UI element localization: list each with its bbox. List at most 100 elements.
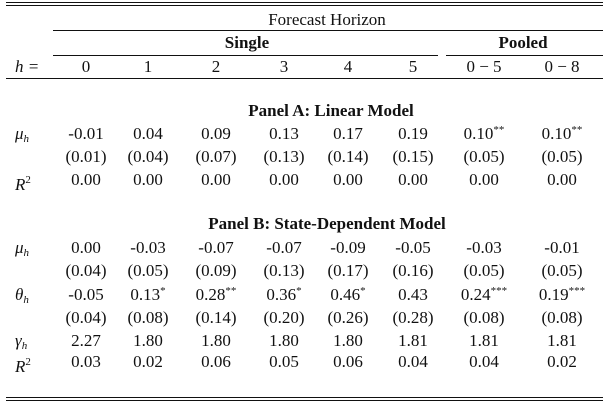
panel-b-row-5-cell-7: 0.02 [547, 352, 577, 371]
significance-stars: * [360, 285, 366, 297]
panel-b-row-3-cell-0: (0.04) [65, 308, 107, 327]
panel-a-row-2-cell-4: 0.00 [333, 170, 363, 189]
panel-b-row-4-cell-3: 1.80 [269, 331, 299, 350]
horizon-2: 2 [211, 57, 221, 76]
panel-b-row-0-cell-4: -0.09 [330, 238, 366, 257]
panel-a-row-1-cell-2: (0.07) [195, 147, 237, 166]
panel-a-row-2-cell-0: 0.00 [71, 170, 101, 189]
panel-b-row-5-cell-2: 0.06 [201, 352, 231, 371]
panel-b-row-2-cell-1: 0.13* [130, 285, 166, 304]
panel-b-row-5-cell-5: 0.04 [398, 352, 428, 371]
significance-stars: ** [571, 124, 583, 136]
horizon-6: 0 − 5 [466, 57, 502, 76]
panel-a-row-2-symbol: R2 [15, 174, 31, 194]
panel-b-row-3-cell-1: (0.08) [127, 308, 169, 327]
horizon-0: 0 [81, 57, 91, 76]
panel-b-row-1-cell-3: (0.13) [263, 261, 305, 280]
panel-a-row-1-cell-0: (0.01) [65, 147, 107, 166]
panel-a-row-1-cell-6: (0.05) [463, 147, 505, 166]
significance-stars: *** [568, 285, 586, 297]
panel-b-row-1-cell-4: (0.17) [327, 261, 369, 280]
panel-b-row-5-cell-3: 0.05 [269, 352, 299, 371]
bottom-rule-2 [6, 400, 603, 401]
panel-a-row-2-cell-3: 0.00 [269, 170, 299, 189]
panel-b-row-0-cell-1: -0.03 [130, 238, 166, 257]
panel-a-row-0-cell-3: 0.13 [269, 124, 299, 143]
panel-b-title: Panel B: State-Dependent Model [208, 214, 446, 233]
panel-b-row-1-cell-1: (0.05) [127, 261, 169, 280]
panel-b-row-3-cell-4: (0.26) [327, 308, 369, 327]
panel-b-row-4-cell-5: 1.81 [398, 331, 428, 350]
bottom-rule [6, 397, 603, 398]
panel-b-row-1-cell-6: (0.05) [463, 261, 505, 280]
panel-a-row-1-cell-4: (0.14) [327, 147, 369, 166]
pooled-label: Pooled [498, 33, 548, 52]
panel-b-row-5-cell-6: 0.04 [469, 352, 499, 371]
panel-b-row-4-symbol: γh [15, 331, 28, 352]
panel-b-row-1-cell-5: (0.16) [392, 261, 434, 280]
panel-b-row-2-cell-7: 0.19*** [538, 285, 586, 304]
significance-stars: ** [225, 285, 237, 297]
panel-a-row-0-symbol: μh [15, 124, 30, 145]
significance-stars: *** [490, 285, 508, 297]
panel-b-row-3-cell-6: (0.08) [463, 308, 505, 327]
panel-b-row-3-cell-2: (0.14) [195, 308, 237, 327]
panel-a-row-2-cell-5: 0.00 [398, 170, 428, 189]
panel-b-row-1-cell-7: (0.05) [541, 261, 583, 280]
panel-b-row-5-cell-4: 0.06 [333, 352, 363, 371]
panel-a-row-1-cell-3: (0.13) [263, 147, 305, 166]
panel-a-row-0-cell-2: 0.09 [201, 124, 231, 143]
horizon-4: 4 [343, 57, 353, 76]
forecast-horizon-label: Forecast Horizon [268, 10, 386, 29]
panel-a-row-0-cell-7: 0.10** [541, 124, 583, 143]
panel-b-row-2-cell-3: 0.36* [266, 285, 302, 304]
top-rule-2 [6, 5, 603, 6]
horizon-7: 0 − 8 [544, 57, 580, 76]
h-equals-label: h = [15, 57, 40, 76]
panel-b-row-2-cell-4: 0.46* [330, 285, 366, 304]
header-bottom-rule [6, 78, 603, 79]
panel-b-row-1-cell-2: (0.09) [195, 261, 237, 280]
single-group-rule [53, 55, 438, 56]
panel-a-row-2-cell-7: 0.00 [547, 170, 577, 189]
panel-a-row-0-cell-5: 0.19 [398, 124, 428, 143]
panel-a-row-0-cell-1: 0.04 [133, 124, 163, 143]
single-label: Single [224, 33, 270, 52]
panel-a-row-0-cell-6: 0.10** [463, 124, 505, 143]
panel-b-row-2-cell-5: 0.43 [398, 285, 428, 304]
panel-b-row-0-cell-0: 0.00 [71, 238, 101, 257]
panel-b-row-0-cell-7: -0.01 [544, 238, 580, 257]
panel-b-row-4-cell-1: 1.80 [133, 331, 163, 350]
panel-b-row-2-cell-6: 0.24*** [460, 285, 508, 304]
panel-a-row-2-cell-1: 0.00 [133, 170, 163, 189]
forecast-horizon-rule [53, 30, 603, 31]
panel-b-row-0-cell-5: -0.05 [395, 238, 431, 257]
pooled-group-rule [446, 55, 603, 56]
significance-stars: ** [493, 124, 505, 136]
panel-a-title: Panel A: Linear Model [248, 101, 414, 120]
panel-a-row-1-cell-1: (0.04) [127, 147, 169, 166]
panel-b-row-0-symbol: μh [15, 238, 30, 259]
panel-a-row-0-cell-0: -0.01 [68, 124, 104, 143]
panel-b-row-3-cell-7: (0.08) [541, 308, 583, 327]
significance-stars: * [160, 285, 166, 297]
panel-b-row-1-cell-0: (0.04) [65, 261, 107, 280]
panel-a-row-0-cell-4: 0.17 [333, 124, 363, 143]
top-rule [6, 2, 603, 3]
panel-b-row-0-cell-3: -0.07 [266, 238, 302, 257]
significance-stars: * [296, 285, 302, 297]
horizon-5: 5 [408, 57, 418, 76]
panel-b-row-3-cell-5: (0.28) [392, 308, 434, 327]
panel-b-row-2-symbol: θh [15, 285, 29, 306]
horizon-1: 1 [143, 57, 153, 76]
panel-b-row-4-cell-6: 1.81 [469, 331, 499, 350]
panel-b-row-0-cell-6: -0.03 [466, 238, 502, 257]
panel-b-row-4-cell-2: 1.80 [201, 331, 231, 350]
panel-a-row-2-cell-2: 0.00 [201, 170, 231, 189]
panel-b-row-5-symbol: R2 [15, 356, 31, 376]
panel-a-row-2-cell-6: 0.00 [469, 170, 499, 189]
panel-b-row-4-cell-4: 1.80 [333, 331, 363, 350]
panel-b-row-2-cell-2: 0.28** [195, 285, 237, 304]
panel-a-row-1-cell-7: (0.05) [541, 147, 583, 166]
panel-b-row-0-cell-2: -0.07 [198, 238, 234, 257]
